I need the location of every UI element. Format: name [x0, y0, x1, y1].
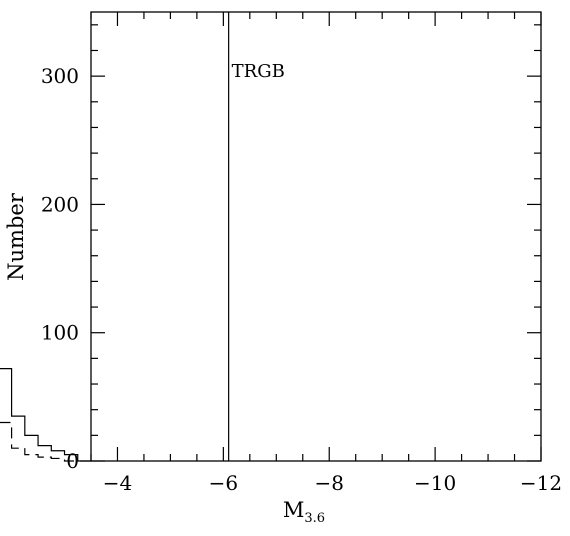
plot-frame	[90, 11, 542, 462]
y-axis-title: Number	[4, 192, 28, 281]
x-tick-label: −12	[520, 471, 562, 495]
x-tick-label: −4	[103, 471, 132, 495]
x-tick-label: −6	[209, 471, 238, 495]
axis-ticks	[90, 12, 542, 462]
y-tick-label: 100	[41, 321, 79, 345]
x-axis-title-subscript: 3.6	[304, 511, 325, 526]
x-tick-label: −8	[314, 471, 343, 495]
y-tick-label: 200	[41, 192, 79, 216]
x-axis-title-main: M	[283, 498, 305, 522]
annotations: TRGB	[228, 12, 285, 461]
trgb-label: TRGB	[232, 61, 285, 82]
x-axis-title: M3.6	[283, 498, 325, 526]
y-tick-label: 300	[41, 64, 79, 88]
x-tick-label: −10	[414, 471, 456, 495]
